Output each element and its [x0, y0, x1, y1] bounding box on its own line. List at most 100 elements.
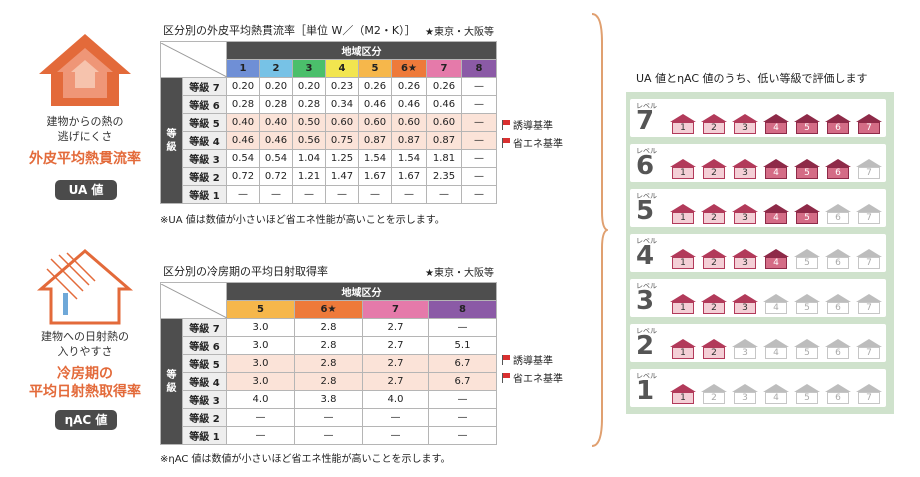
table-cell: 2.7 [362, 372, 429, 391]
house-icon: 5 [794, 294, 820, 314]
row-label: 等級 1 [182, 185, 227, 204]
table-cell: 3.0 [226, 336, 295, 355]
house-icon: 4 [763, 339, 789, 359]
table-cell: 0.26 [426, 77, 462, 96]
table-row: 等級 5 0.40 0.40 0.50 0.60 0.60 0.60 0.60— [161, 113, 497, 132]
level-small-label: レベル [636, 237, 657, 245]
table-cell: — [461, 167, 497, 186]
house-roof [701, 114, 727, 122]
nac-flag-standard: 省エネ基準 [502, 370, 563, 385]
house-icon: 7 [856, 249, 882, 269]
table-cell: 3.0 [226, 318, 295, 337]
house-label: 3 [734, 347, 756, 359]
house-icon: 3 [732, 294, 758, 314]
house-roof [732, 159, 758, 167]
house-label: 5 [796, 167, 818, 179]
row-label: 等級 5 [182, 354, 227, 373]
house-label: 5 [796, 392, 818, 404]
house-icon: 5 [794, 114, 820, 134]
nac-name-1: 冷房期の [57, 366, 113, 382]
ua-col-6: 7 [426, 59, 462, 78]
house-label: 6 [827, 257, 849, 269]
house-label: 2 [703, 302, 725, 314]
house-label: 4 [765, 167, 787, 179]
row-label: 等級 2 [182, 167, 227, 186]
house-roof [856, 339, 882, 347]
table-cell: 0.26 [391, 77, 427, 96]
level-small-label: レベル [636, 102, 657, 110]
table-cell: 0.46 [426, 95, 462, 114]
level-number: 3 [636, 286, 655, 316]
levels-panel: レベル 7 1 2 3 4 5 6 7 レベル 6 1 2 3 4 5 6 7 レベル 5 1 2 3 4 5 6 7 レベル 4 1 2 3… [626, 92, 894, 414]
table-cell: 0.28 [292, 95, 326, 114]
house-icon: 3 [732, 384, 758, 404]
house-label: 2 [703, 212, 725, 224]
house-label: 4 [765, 122, 787, 134]
house-icon: 2 [701, 159, 727, 179]
level-row: レベル 2 1 2 3 4 5 6 7 [630, 324, 886, 362]
ua-side-2: 級 [166, 141, 177, 153]
house-label: 2 [703, 347, 725, 359]
levels-header: UA 値とηAC 値のうち、低い等級で評価します [636, 72, 868, 85]
table-cell: 0.46 [391, 95, 427, 114]
row-label: 等級 7 [182, 318, 227, 337]
table-cell: 0.72 [226, 167, 260, 186]
house-label: 4 [765, 302, 787, 314]
table-cell: — [428, 390, 497, 409]
ua-side-label: 等級 [160, 77, 183, 204]
house-heat-loss-icon [39, 34, 131, 106]
table-cell: 0.20 [292, 77, 326, 96]
house-icon: 6 [825, 339, 851, 359]
level-number: 4 [636, 241, 655, 271]
level-small-label: レベル [636, 147, 657, 155]
table-cell: 0.60 [391, 113, 427, 132]
row-label: 等級 2 [182, 408, 227, 427]
ua-col-7: 8 [461, 59, 497, 78]
house-roof [670, 294, 696, 302]
table-cell: — [358, 185, 392, 204]
house-roof [825, 114, 851, 122]
table-row: 等級 2 0.72 0.72 1.21 1.47 1.67 1.67 2.35— [161, 167, 497, 186]
table-row: 等級等級 7 3.0 2.8 2.7— [160, 318, 497, 445]
ua-badge: UA 値 [55, 180, 117, 200]
house-icon: 1 [670, 384, 696, 404]
house-icon: 7 [856, 204, 882, 224]
level-number: 6 [636, 151, 655, 181]
house-label: 1 [672, 392, 694, 404]
table-cell: 0.72 [259, 167, 293, 186]
house-roof [856, 114, 882, 122]
table-cell: — [461, 131, 497, 150]
level-row: レベル 7 1 2 3 4 5 6 7 [630, 99, 886, 137]
table-cell: 0.87 [391, 131, 427, 150]
house-roof [794, 339, 820, 347]
nac-flag-induced-label: 誘導基準 [513, 356, 553, 367]
diagonal-divider [161, 42, 227, 77]
house-roof [794, 384, 820, 392]
house-icon: 2 [701, 339, 727, 359]
house-roof [825, 204, 851, 212]
house-label: 6 [827, 302, 849, 314]
house-icon: 4 [763, 114, 789, 134]
house-label: 6 [827, 122, 849, 134]
house-icon: 4 [763, 204, 789, 224]
table-cell: 6.7 [428, 354, 497, 373]
ua-col-5: 6★ [391, 59, 427, 78]
house-roof [825, 294, 851, 302]
nac-star-note: ★東京・大阪等 [425, 268, 494, 279]
house-icon: 3 [732, 159, 758, 179]
house-icon: 5 [794, 249, 820, 269]
house-icon: 1 [670, 294, 696, 314]
house-label: 7 [858, 257, 880, 269]
ua-note: ※UA 値は数値が小さいほど省エネ性能が高いことを示します。 [160, 215, 445, 226]
house-label: 5 [796, 212, 818, 224]
house-roof [763, 249, 789, 257]
table-cell: — [226, 408, 295, 427]
house-roof [763, 204, 789, 212]
table-cell: 1.54 [391, 149, 427, 168]
ua-flag-induced: 誘導基準 [502, 117, 553, 132]
house-label: 7 [858, 167, 880, 179]
table-cell: 2.8 [294, 336, 363, 355]
house-label: 1 [672, 347, 694, 359]
table-cell: — [292, 185, 326, 204]
table-cell: 4.0 [362, 390, 429, 409]
